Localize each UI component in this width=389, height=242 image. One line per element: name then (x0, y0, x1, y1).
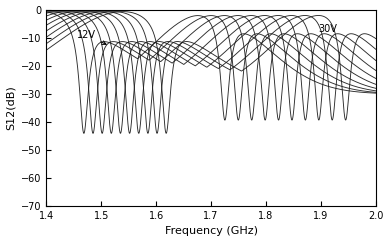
X-axis label: Frequency (GHz): Frequency (GHz) (165, 227, 258, 236)
Text: 30V: 30V (318, 24, 337, 34)
Text: 12V: 12V (77, 30, 106, 44)
Y-axis label: S12(dB): S12(dB) (5, 85, 16, 130)
